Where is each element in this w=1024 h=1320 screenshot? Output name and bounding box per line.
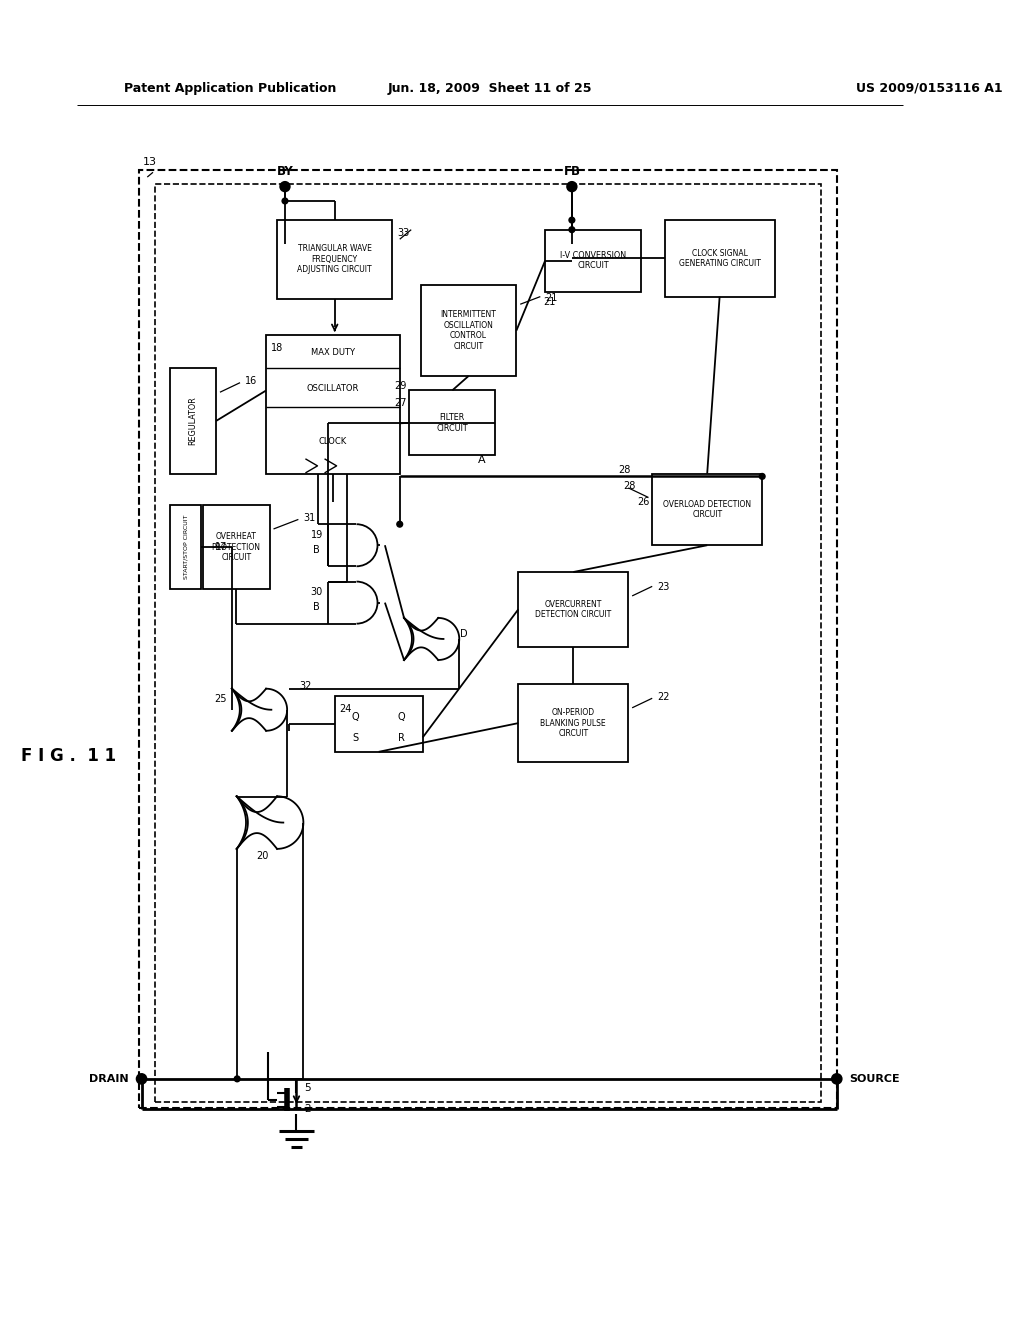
- Bar: [410, 391, 496, 455]
- Text: D: D: [460, 630, 467, 639]
- Circle shape: [760, 474, 765, 479]
- Text: 5: 5: [304, 1082, 310, 1093]
- Text: S: S: [352, 734, 358, 743]
- Text: 22: 22: [657, 692, 670, 701]
- Text: 16: 16: [245, 376, 257, 385]
- Text: 25: 25: [215, 694, 227, 705]
- Bar: [652, 474, 762, 545]
- Text: Q: Q: [398, 713, 406, 722]
- Text: CLOCK SIGNAL
GENERATING CIRCUIT: CLOCK SIGNAL GENERATING CIRCUIT: [679, 248, 761, 268]
- Text: B: B: [313, 545, 319, 554]
- Text: 31: 31: [303, 512, 315, 523]
- Text: OVERCURRENT
DETECTION CIRCUIT: OVERCURRENT DETECTION CIRCUIT: [536, 599, 611, 619]
- Text: B: B: [313, 602, 319, 612]
- Text: 27: 27: [394, 397, 407, 408]
- Circle shape: [283, 198, 288, 203]
- Bar: [203, 506, 269, 589]
- Bar: [545, 230, 641, 292]
- Circle shape: [397, 521, 402, 527]
- Text: I-V CONVERSION
CIRCUIT: I-V CONVERSION CIRCUIT: [560, 251, 626, 271]
- Text: 2: 2: [304, 1104, 310, 1114]
- Text: 18: 18: [270, 342, 283, 352]
- Circle shape: [567, 182, 577, 191]
- Bar: [421, 285, 516, 376]
- Text: 21: 21: [545, 293, 557, 302]
- Text: OVERHEAT
PROTECTION
CIRCUIT: OVERHEAT PROTECTION CIRCUIT: [212, 532, 261, 562]
- Bar: [266, 335, 399, 474]
- Text: 32: 32: [299, 681, 311, 692]
- Text: SOURCE: SOURCE: [849, 1074, 900, 1084]
- Text: 28: 28: [624, 482, 636, 491]
- Text: 33: 33: [397, 228, 410, 238]
- Text: 21: 21: [543, 297, 556, 306]
- Text: Jun. 18, 2009  Sheet 11 of 25: Jun. 18, 2009 Sheet 11 of 25: [387, 82, 592, 95]
- Text: 28: 28: [618, 465, 631, 475]
- Circle shape: [137, 1074, 146, 1084]
- Text: 20: 20: [256, 851, 268, 861]
- Text: A: A: [478, 455, 485, 465]
- Circle shape: [831, 1074, 842, 1084]
- Bar: [155, 183, 821, 1102]
- Text: F I G .  1 1: F I G . 1 1: [22, 747, 117, 764]
- Text: 24: 24: [340, 704, 352, 714]
- Bar: [335, 697, 423, 752]
- Bar: [518, 684, 629, 763]
- Text: CLOCK: CLOCK: [318, 437, 347, 446]
- Text: START/STOP CIRCUIT: START/STOP CIRCUIT: [183, 515, 188, 579]
- Bar: [518, 572, 629, 647]
- Text: FILTER
CIRCUIT: FILTER CIRCUIT: [436, 413, 468, 433]
- Bar: [665, 220, 774, 297]
- Text: 17: 17: [215, 543, 227, 552]
- Bar: [278, 220, 392, 298]
- Text: 30: 30: [310, 587, 323, 598]
- Text: US 2009/0153116 A1: US 2009/0153116 A1: [856, 82, 1002, 95]
- Text: OSCILLATOR: OSCILLATOR: [306, 384, 359, 393]
- Text: REGULATOR: REGULATOR: [188, 396, 198, 445]
- Text: Q: Q: [352, 713, 359, 722]
- Circle shape: [234, 1076, 240, 1081]
- Text: Patent Application Publication: Patent Application Publication: [124, 82, 337, 95]
- Bar: [170, 506, 201, 589]
- Text: DRAIN: DRAIN: [89, 1074, 129, 1084]
- Text: TRIANGULAR WAVE
FREQUENCY
ADJUSTING CIRCUIT: TRIANGULAR WAVE FREQUENCY ADJUSTING CIRC…: [297, 244, 372, 275]
- Bar: [170, 368, 216, 474]
- Circle shape: [569, 218, 574, 223]
- Text: 19: 19: [310, 529, 323, 540]
- Text: INTERMITTENT
OSCILLATION
CONTROL
CIRCUIT: INTERMITTENT OSCILLATION CONTROL CIRCUIT: [440, 310, 497, 351]
- Text: R: R: [398, 734, 406, 743]
- Text: MAX DUTY: MAX DUTY: [311, 347, 354, 356]
- Text: FB: FB: [563, 165, 581, 178]
- Text: ON-PERIOD
BLANKING PULSE
CIRCUIT: ON-PERIOD BLANKING PULSE CIRCUIT: [541, 709, 606, 738]
- Circle shape: [281, 182, 290, 191]
- Text: OVERLOAD DETECTION
CIRCUIT: OVERLOAD DETECTION CIRCUIT: [664, 500, 752, 519]
- Text: BY: BY: [276, 165, 293, 178]
- Text: 26: 26: [637, 498, 649, 507]
- Text: 23: 23: [657, 582, 670, 591]
- Bar: [138, 170, 837, 1107]
- Text: 29: 29: [394, 380, 407, 391]
- Text: 13: 13: [142, 157, 157, 166]
- Circle shape: [569, 227, 574, 232]
